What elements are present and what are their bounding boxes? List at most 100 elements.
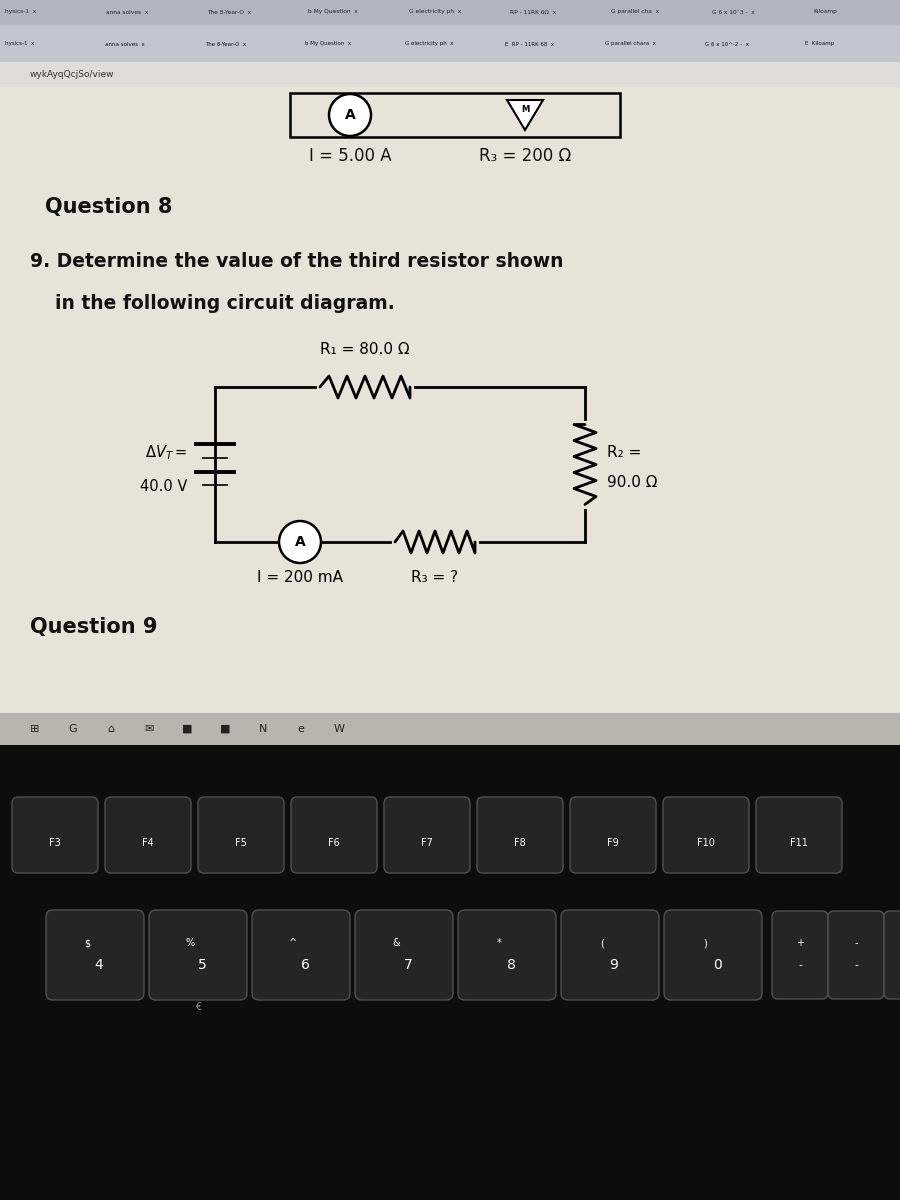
FancyBboxPatch shape — [828, 911, 884, 998]
Text: -: - — [798, 960, 802, 970]
FancyBboxPatch shape — [198, 797, 284, 874]
FancyBboxPatch shape — [355, 910, 453, 1000]
Text: $: $ — [84, 938, 90, 948]
FancyBboxPatch shape — [458, 910, 556, 1000]
Text: R₃ = 200 Ω: R₃ = 200 Ω — [479, 146, 572, 164]
Text: F7: F7 — [421, 838, 433, 848]
Text: F5: F5 — [235, 838, 247, 848]
Text: W: W — [334, 724, 345, 734]
FancyBboxPatch shape — [12, 797, 98, 874]
Text: The 8-Year-O  x: The 8-Year-O x — [205, 42, 246, 47]
Text: *: * — [497, 938, 501, 948]
Text: €: € — [195, 1002, 201, 1012]
Text: F6: F6 — [328, 838, 340, 848]
FancyBboxPatch shape — [664, 910, 762, 1000]
Text: I = 200 mA: I = 200 mA — [257, 570, 343, 584]
Text: $\Delta V_T =$: $\Delta V_T =$ — [145, 443, 187, 462]
Text: G parallel cha  x: G parallel cha x — [611, 10, 659, 14]
FancyBboxPatch shape — [756, 797, 842, 874]
Text: F4: F4 — [142, 838, 154, 848]
Text: G 6 x 10ˆ3 -  x: G 6 x 10ˆ3 - x — [712, 10, 755, 14]
Text: F10: F10 — [698, 838, 715, 848]
Text: M: M — [521, 106, 529, 114]
Text: 7: 7 — [403, 958, 412, 972]
Text: G electricity ph  x: G electricity ph x — [409, 10, 461, 14]
Bar — [0, 0, 900, 62]
Text: G: G — [68, 724, 77, 734]
Text: ■: ■ — [220, 724, 230, 734]
Text: Question 9: Question 9 — [30, 617, 158, 637]
Text: RP - 11RK 6Ω  x: RP - 11RK 6Ω x — [510, 10, 556, 14]
Text: R₃ = ?: R₃ = ? — [411, 570, 459, 584]
Circle shape — [329, 94, 371, 136]
Text: &: & — [392, 938, 400, 948]
FancyBboxPatch shape — [46, 910, 144, 1000]
Bar — [0, 0, 900, 25]
Text: E  RP - 11RK 68  x: E RP - 11RK 68 x — [505, 42, 554, 47]
Text: ⌂: ⌂ — [107, 724, 114, 734]
Bar — [0, 0, 900, 745]
Text: F11: F11 — [790, 838, 808, 848]
Text: ^: ^ — [289, 938, 297, 948]
Bar — [290, 92, 620, 137]
Text: A: A — [294, 535, 305, 548]
Text: e: e — [298, 724, 304, 734]
Text: F3: F3 — [50, 838, 61, 848]
Text: 8: 8 — [507, 958, 516, 972]
Text: R₂ =: R₂ = — [607, 445, 642, 460]
Text: +: + — [796, 938, 804, 948]
Text: F9: F9 — [608, 838, 619, 848]
Text: F8: F8 — [514, 838, 526, 848]
Text: -: - — [854, 960, 858, 970]
Text: 5: 5 — [198, 958, 206, 972]
Text: Question 8: Question 8 — [45, 197, 173, 217]
Text: E  Kiloamp: E Kiloamp — [805, 42, 834, 47]
Text: 9: 9 — [609, 958, 618, 972]
Text: -: - — [854, 938, 858, 948]
Text: ✉: ✉ — [144, 724, 154, 734]
Text: A: A — [345, 108, 356, 122]
Text: 90.0 Ω: 90.0 Ω — [607, 475, 658, 490]
Text: G electricity ph  x: G electricity ph x — [405, 42, 454, 47]
Text: b My Question  x: b My Question x — [305, 42, 351, 47]
Text: 9. Determine the value of the third resistor shown: 9. Determine the value of the third resi… — [30, 252, 563, 271]
Text: anna solves  x: anna solves x — [106, 10, 148, 14]
Text: in the following circuit diagram.: in the following circuit diagram. — [55, 294, 395, 313]
FancyBboxPatch shape — [570, 797, 656, 874]
FancyBboxPatch shape — [772, 911, 828, 998]
Bar — [0, 713, 900, 745]
Text: ⊞: ⊞ — [31, 724, 40, 734]
Text: N: N — [259, 724, 267, 734]
Text: G parallel chara  x: G parallel chara x — [605, 42, 656, 47]
FancyBboxPatch shape — [105, 797, 191, 874]
FancyBboxPatch shape — [149, 910, 247, 1000]
Text: 40.0 V: 40.0 V — [140, 479, 187, 494]
FancyBboxPatch shape — [477, 797, 563, 874]
Text: G 6 x 10^-2 -  x: G 6 x 10^-2 - x — [705, 42, 749, 47]
Text: b My Question  x: b My Question x — [308, 10, 358, 14]
Circle shape — [279, 521, 321, 563]
Polygon shape — [507, 100, 543, 130]
FancyBboxPatch shape — [884, 911, 900, 998]
FancyBboxPatch shape — [252, 910, 350, 1000]
FancyBboxPatch shape — [561, 910, 659, 1000]
FancyBboxPatch shape — [291, 797, 377, 874]
Bar — [0, 62, 900, 86]
Text: wykAyqQcjSo/view: wykAyqQcjSo/view — [30, 70, 114, 79]
Text: hysics-1  x: hysics-1 x — [5, 42, 34, 47]
FancyBboxPatch shape — [663, 797, 749, 874]
Text: hysics-1  x: hysics-1 x — [5, 10, 36, 14]
Text: R₁ = 80.0 Ω: R₁ = 80.0 Ω — [320, 342, 410, 356]
Text: The 8-Year-O  x: The 8-Year-O x — [207, 10, 251, 14]
Text: ■: ■ — [182, 724, 193, 734]
Text: Kiloamp: Kiloamp — [813, 10, 837, 14]
FancyBboxPatch shape — [384, 797, 470, 874]
Text: (: ( — [600, 938, 604, 948]
Text: 6: 6 — [301, 958, 310, 972]
Text: 4: 4 — [94, 958, 104, 972]
Text: ): ) — [703, 938, 706, 948]
Text: %: % — [185, 938, 194, 948]
Text: I = 5.00 A: I = 5.00 A — [309, 146, 392, 164]
Text: 0: 0 — [713, 958, 722, 972]
Text: anna solves  x: anna solves x — [105, 42, 145, 47]
